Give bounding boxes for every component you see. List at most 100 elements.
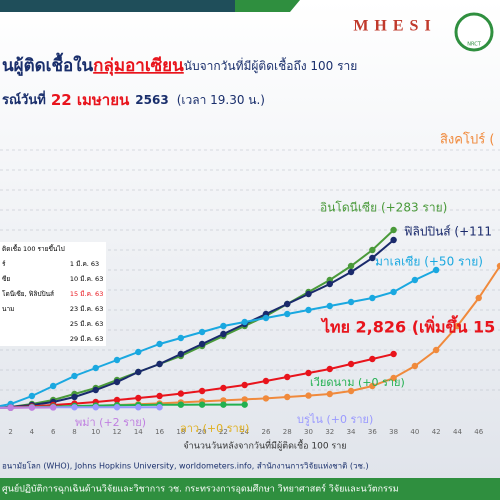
series-label: สิงคโปร์ ( xyxy=(440,132,494,148)
point xyxy=(71,404,78,411)
point xyxy=(284,300,291,308)
point xyxy=(347,262,355,270)
series-line xyxy=(0,229,395,409)
point xyxy=(198,328,206,336)
legend-table: ติดเชื้อ 100 รายขึ้นไปร์ 1 มี.ค. 63 ซีย 10 … xyxy=(0,242,106,346)
subtitle-part: รณ์วันที่ xyxy=(2,90,46,108)
point xyxy=(49,382,57,390)
point xyxy=(177,401,185,408)
point xyxy=(369,254,376,262)
series-label: ฟิลิปปินส์ (+111 xyxy=(404,225,492,239)
point xyxy=(390,226,397,234)
point xyxy=(284,393,291,401)
x-tick-label: 34 xyxy=(347,428,356,436)
x-tick-label: 36 xyxy=(368,428,377,436)
point xyxy=(326,390,333,398)
legend-cell: 29 มี.ค. 63 xyxy=(69,334,104,343)
subtitle-date: 22 เมษายน xyxy=(51,91,130,109)
x-tick-label: 38 xyxy=(389,428,398,436)
legend-cell: 15 มี.ค. 63 xyxy=(69,289,104,298)
point xyxy=(71,372,78,380)
legend-cell: ติดเชื้อ 100 รายขึ้นไป xyxy=(2,245,65,254)
point xyxy=(7,404,14,411)
point xyxy=(198,401,206,408)
point xyxy=(28,404,36,411)
point xyxy=(390,374,397,382)
point xyxy=(347,298,355,306)
x-tick-label: 40 xyxy=(410,428,419,436)
point xyxy=(177,350,185,358)
subtitle-part: (เวลา 19.30 น.) xyxy=(177,93,265,107)
series-line xyxy=(0,406,54,409)
point xyxy=(432,346,440,354)
point xyxy=(71,393,78,401)
x-tick-label: 30 xyxy=(304,428,313,436)
x-tick-label: 4 xyxy=(30,428,35,436)
series-label: บรูไน (+0 ราย) xyxy=(297,413,373,426)
point xyxy=(92,404,99,411)
point xyxy=(135,348,142,356)
point xyxy=(475,294,482,302)
legend-row: ร์ 1 มี.ค. 63 xyxy=(0,257,106,272)
x-tick-label: 18 xyxy=(176,428,185,436)
legend-cell xyxy=(0,316,68,331)
subtitle: รณ์วันที่ 22 เมษายน 2563 (เวลา 19.30 น.) xyxy=(2,90,265,109)
point xyxy=(390,288,397,296)
series-label: มาเลเซีย (+50 ราย) xyxy=(375,255,483,269)
footer-text: ศูนย์ปฏิบัติการฉุกเฉินด้านวิจัยและวิชากา… xyxy=(2,483,399,495)
point xyxy=(326,302,333,310)
legend-cell: 1 มี.ค. 63 xyxy=(69,260,100,269)
point xyxy=(156,360,163,368)
point xyxy=(220,330,227,338)
subtitle-part: 2563 xyxy=(135,93,168,107)
point xyxy=(92,364,99,372)
point xyxy=(156,340,163,348)
legend-cell: ร์ xyxy=(2,260,6,269)
series-label: ไทย 2,826 (เพิ่มขึ้น 15 xyxy=(320,315,495,337)
logo-circle xyxy=(454,12,494,52)
title-part: นับจากวันที่มีผู้ติดเชื้อถึง 100 ราย xyxy=(184,57,358,74)
series-label: ลาว (+0 ราย) xyxy=(180,422,249,435)
point xyxy=(156,404,163,411)
legend-row: ซีย 10 มี.ค. 63 xyxy=(0,272,106,287)
legend-row: โดนีเซีย, ฟิลิปปินส์ 15 มี.ค. 63 xyxy=(0,287,106,302)
point xyxy=(241,396,248,403)
point xyxy=(454,322,461,330)
x-tick-label: 26 xyxy=(261,428,270,436)
x-tick-label: 10 xyxy=(91,428,100,436)
source: อนามัยโลก (WHO), Johns Hopkins Universit… xyxy=(2,461,369,471)
legend-cell: นาม xyxy=(2,304,15,313)
x-tick-label: 8 xyxy=(72,428,76,436)
series-line xyxy=(0,239,395,409)
legend-row: นาม 23 มี.ค. 63 xyxy=(0,301,106,316)
point xyxy=(305,306,312,314)
legend-cell xyxy=(68,242,106,257)
point xyxy=(347,268,355,276)
x-tick-label: 42 xyxy=(432,428,441,436)
point xyxy=(305,369,312,377)
point xyxy=(135,394,142,402)
legend-row: 29 มี.ค. 63 xyxy=(0,331,106,346)
series-line xyxy=(0,269,437,408)
point xyxy=(220,322,227,330)
point xyxy=(49,404,57,411)
point xyxy=(113,404,121,411)
legend-cell: 23 มี.ค. 63 xyxy=(69,304,104,313)
x-tick-label: 12 xyxy=(113,428,122,436)
legend-cell: ซีย xyxy=(2,275,11,284)
header-ribbon xyxy=(235,0,300,12)
title: นผู้ติดเชื้อในกลุ่มอาเซียนนับจากวันที่มี… xyxy=(2,52,357,77)
x-tick-label: 22 xyxy=(219,428,228,436)
plot xyxy=(0,149,500,411)
point xyxy=(241,401,248,408)
series-line xyxy=(0,353,394,409)
series-label: เวียดนาม (+0 ราย) xyxy=(310,376,405,389)
x-tick-label: 28 xyxy=(283,428,292,436)
logo-text: MHESI xyxy=(353,18,436,35)
point xyxy=(284,310,291,318)
point xyxy=(390,236,397,244)
point xyxy=(347,387,355,395)
point xyxy=(241,381,248,389)
point xyxy=(28,392,36,400)
point xyxy=(411,362,419,370)
